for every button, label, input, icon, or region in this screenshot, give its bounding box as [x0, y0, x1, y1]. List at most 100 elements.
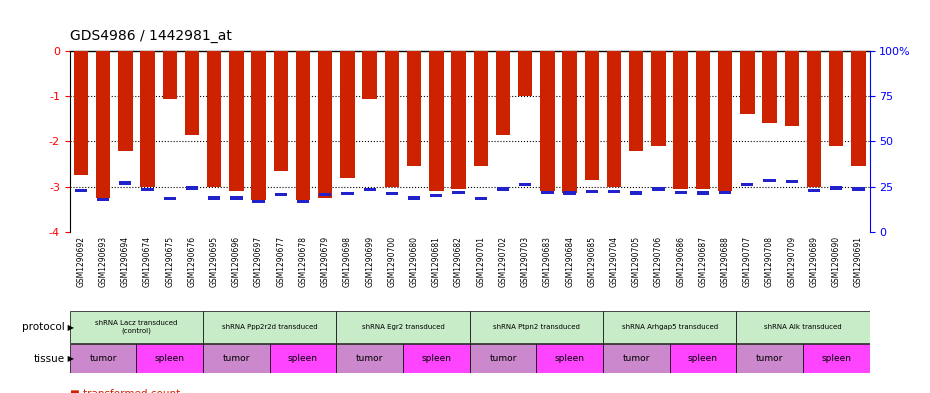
Bar [518, 51, 532, 96]
Bar [137, 344, 203, 373]
Text: GSM1290688: GSM1290688 [721, 236, 730, 286]
Text: GSM1290685: GSM1290685 [588, 236, 596, 287]
Bar [203, 311, 337, 343]
Text: GSM1290690: GSM1290690 [831, 236, 841, 287]
Bar [674, 191, 687, 194]
Bar [407, 51, 421, 166]
Text: GSM1290676: GSM1290676 [188, 236, 196, 287]
Text: protocol: protocol [22, 322, 65, 332]
Bar [607, 51, 621, 187]
Bar [719, 191, 731, 194]
Text: GSM1290686: GSM1290686 [676, 236, 685, 287]
Text: shRNA Lacz transduced
(control): shRNA Lacz transduced (control) [95, 320, 178, 334]
Text: GSM1290701: GSM1290701 [476, 236, 485, 287]
Bar [474, 197, 487, 200]
Bar [70, 344, 137, 373]
Bar [540, 51, 554, 191]
Text: GSM1290693: GSM1290693 [99, 236, 108, 287]
Bar [297, 200, 309, 203]
Text: GSM1290703: GSM1290703 [521, 236, 530, 287]
Text: GSM1290691: GSM1290691 [854, 236, 863, 287]
Bar [186, 186, 198, 189]
Bar [740, 51, 754, 114]
Bar [763, 51, 777, 123]
Bar [697, 191, 709, 195]
Text: GSM1290695: GSM1290695 [209, 236, 219, 287]
Bar [74, 189, 87, 192]
Text: shRNA Ppp2r2d transduced: shRNA Ppp2r2d transduced [222, 324, 317, 330]
Bar [429, 51, 444, 191]
Bar [119, 182, 131, 185]
Bar [651, 51, 666, 146]
Text: GSM1290687: GSM1290687 [698, 236, 708, 287]
Text: tissue: tissue [34, 354, 65, 364]
Bar [337, 344, 403, 373]
Text: GSM1290689: GSM1290689 [809, 236, 818, 287]
Bar [470, 311, 603, 343]
Bar [203, 344, 270, 373]
Bar [185, 51, 199, 135]
Text: tumor: tumor [622, 354, 650, 363]
Text: GSM1290696: GSM1290696 [232, 236, 241, 287]
Bar [737, 344, 803, 373]
Bar [786, 180, 798, 183]
Bar [764, 179, 776, 182]
Text: GSM1290709: GSM1290709 [788, 236, 796, 287]
Bar [563, 51, 577, 193]
Bar [318, 51, 332, 198]
Bar [564, 191, 576, 195]
Bar [670, 344, 737, 373]
Bar [385, 51, 399, 187]
Bar [803, 344, 870, 373]
Text: GSM1290692: GSM1290692 [76, 236, 86, 287]
Bar [252, 200, 265, 203]
Text: tumor: tumor [489, 354, 517, 363]
Bar [341, 192, 353, 195]
Text: GSM1290674: GSM1290674 [143, 236, 152, 287]
Text: GSM1290699: GSM1290699 [365, 236, 374, 287]
Bar [496, 51, 511, 135]
Bar [718, 51, 732, 191]
Bar [70, 311, 203, 343]
Text: GSM1290680: GSM1290680 [409, 236, 418, 287]
Bar [603, 344, 670, 373]
Text: GSM1290707: GSM1290707 [743, 236, 751, 287]
Bar [586, 189, 598, 193]
Bar [164, 197, 176, 200]
Text: GSM1290682: GSM1290682 [454, 236, 463, 286]
Bar [608, 190, 620, 193]
Text: GSM1290679: GSM1290679 [321, 236, 330, 287]
Bar [403, 344, 470, 373]
Bar [364, 188, 376, 191]
Bar [96, 51, 111, 198]
Bar [274, 193, 287, 196]
Bar [808, 189, 820, 192]
Text: ▶: ▶ [65, 354, 74, 363]
Bar [452, 191, 465, 194]
Text: shRNA Egr2 transduced: shRNA Egr2 transduced [362, 324, 445, 330]
Bar [830, 186, 843, 189]
Bar [785, 51, 799, 126]
Text: GSM1290684: GSM1290684 [565, 236, 574, 287]
Bar [229, 51, 244, 191]
Text: GSM1290694: GSM1290694 [121, 236, 130, 287]
Bar [431, 194, 443, 197]
Bar [296, 51, 311, 200]
Text: GSM1290697: GSM1290697 [254, 236, 263, 287]
Bar [451, 51, 466, 189]
Bar [386, 192, 398, 195]
Text: spleen: spleen [421, 354, 451, 363]
Text: GSM1290702: GSM1290702 [498, 236, 508, 287]
Bar [140, 51, 154, 187]
Bar [852, 187, 865, 191]
Text: GSM1290708: GSM1290708 [765, 236, 774, 287]
Bar [231, 196, 243, 200]
Text: tumor: tumor [222, 354, 250, 363]
Text: shRNA Arhgap5 transduced: shRNA Arhgap5 transduced [621, 324, 718, 330]
Text: spleen: spleen [154, 354, 185, 363]
Text: tumor: tumor [756, 354, 783, 363]
Bar [673, 51, 688, 189]
Text: spleen: spleen [288, 354, 318, 363]
Text: ▶: ▶ [65, 323, 74, 332]
Bar [829, 51, 844, 146]
